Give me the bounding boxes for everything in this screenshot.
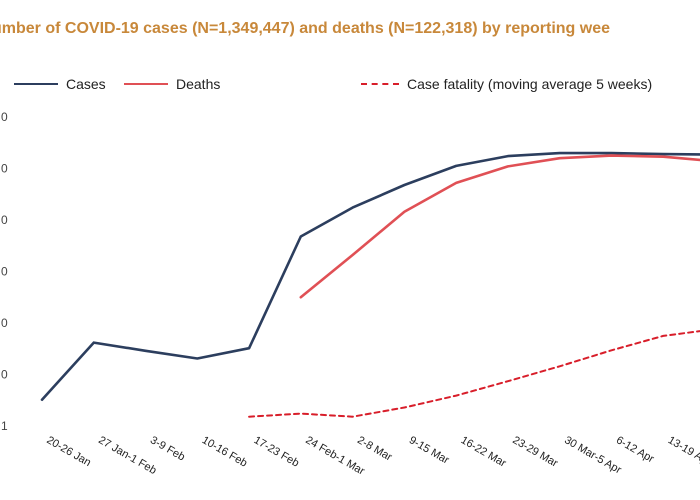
x-tick-label: 16-22 Mar bbox=[459, 434, 509, 470]
y-tick-label: 0 bbox=[1, 368, 8, 382]
y-tick-label: 0 bbox=[1, 110, 8, 124]
x-tick-label: 30 Mar-5 Apr bbox=[562, 434, 623, 476]
legend-label-deaths: Deaths bbox=[176, 76, 221, 92]
y-tick-label: 1 bbox=[1, 419, 8, 433]
x-tick-label: 9-15 Mar bbox=[407, 434, 451, 467]
x-tick-label: 17-23 Feb bbox=[252, 434, 301, 469]
y-tick-label: 0 bbox=[1, 316, 8, 330]
x-tick-label: 2-8 Mar bbox=[355, 434, 394, 464]
legend-label-cases: Cases bbox=[66, 76, 106, 92]
x-tick-label: 27 Jan-1 Feb bbox=[96, 434, 158, 477]
legend-swatch-deaths bbox=[124, 83, 168, 85]
y-tick-label: 0 bbox=[1, 265, 8, 279]
legend: Cases Deaths Case fatality (moving avera… bbox=[0, 76, 700, 100]
x-tick-label: 3-9 Feb bbox=[148, 434, 187, 463]
series-line-deaths bbox=[299, 154, 700, 299]
legend-swatch-cases bbox=[14, 83, 58, 85]
x-tick-label: 13-19 Apr bbox=[666, 434, 700, 468]
x-tick-label: 23-29 Mar bbox=[510, 434, 560, 470]
y-tick-label: 0 bbox=[1, 213, 8, 227]
x-tick-label: 10-16 Feb bbox=[200, 434, 249, 469]
x-tick-label: 20-26 Jan bbox=[45, 434, 93, 469]
legend-item-case-fatality: Case fatality (moving average 5 weeks) bbox=[361, 76, 652, 92]
legend-label-case-fatality: Case fatality (moving average 5 weeks) bbox=[407, 76, 653, 92]
legend-swatch-case-fatality bbox=[361, 83, 399, 85]
series-line-cases bbox=[40, 151, 700, 402]
x-tick-label: 6-12 Apr bbox=[614, 434, 656, 465]
series-line-case-fatality bbox=[248, 330, 700, 418]
chart-title: umber of COVID-19 cases (N=1,349,447) an… bbox=[0, 20, 611, 37]
legend-item-cases: Cases bbox=[14, 76, 106, 92]
y-tick-label: 0 bbox=[1, 162, 8, 176]
legend-item-deaths: Deaths bbox=[124, 76, 220, 92]
